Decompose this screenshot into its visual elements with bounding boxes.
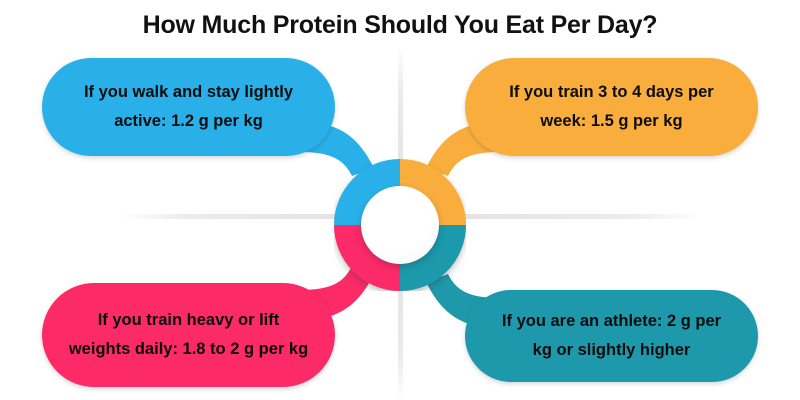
callout-text-train-heavy: If you train heavy or lift weights daily… bbox=[68, 311, 309, 358]
page-title: How Much Protein Should You Eat Per Day? bbox=[142, 11, 658, 39]
center-ring bbox=[334, 159, 466, 291]
callout-athlete[interactable]: If you are an athlete: 2 g per kg or sli… bbox=[465, 290, 758, 382]
callout-text-train-3-to-4-days: If you train 3 to 4 days per week: 1.5 g… bbox=[509, 83, 714, 130]
callout-text-lightly-active: If you walk and stay lightly active: 1.2… bbox=[83, 83, 294, 130]
center-ring-hub bbox=[361, 186, 439, 264]
callout-lightly-active[interactable]: If you walk and stay lightly active: 1.2… bbox=[42, 58, 335, 156]
callout-train-heavy[interactable]: If you train heavy or lift weights daily… bbox=[42, 283, 335, 387]
callout-train-3-to-4-days[interactable]: If you train 3 to 4 days per week: 1.5 g… bbox=[465, 58, 758, 156]
callout-text-athlete: If you are an athlete: 2 g per kg or sli… bbox=[501, 312, 722, 359]
